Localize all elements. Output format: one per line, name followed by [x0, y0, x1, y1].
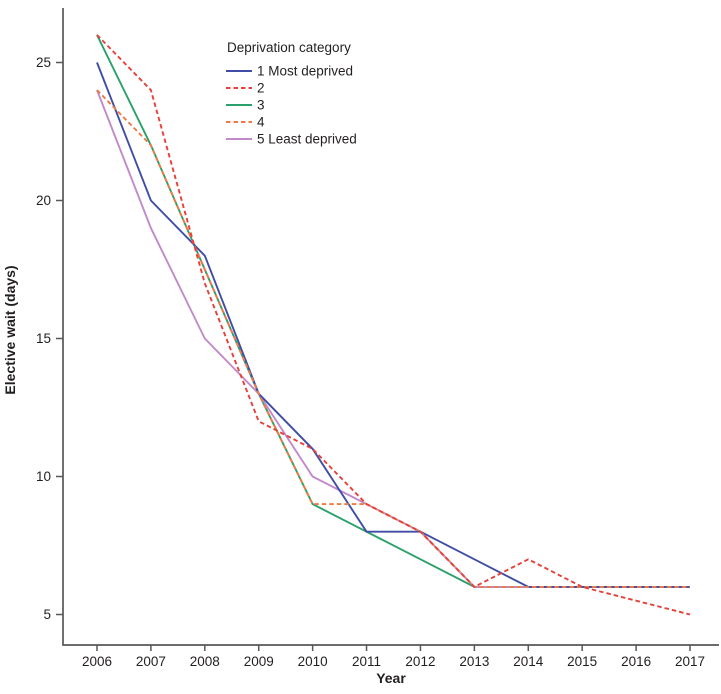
y-axis-title: Elective wait (days) — [2, 265, 18, 394]
legend-label-1: 1 Most deprived — [257, 64, 353, 79]
x-axis-tick-label: 2012 — [405, 654, 435, 669]
series-line-4 — [96, 89, 690, 588]
series-line-3 — [96, 34, 690, 588]
x-axis-tick-label: 2009 — [244, 654, 274, 669]
y-axis-tick-label: 25 — [36, 55, 51, 70]
y-axis-tick-label: 15 — [36, 331, 51, 346]
legend-title: Deprivation category — [227, 40, 351, 55]
x-axis-tick-label: 2006 — [82, 654, 112, 669]
y-axis-tick-label: 10 — [36, 469, 51, 484]
legend-label-5: 5 Least deprived — [257, 132, 357, 147]
legend-label-4: 4 — [257, 115, 265, 130]
x-axis-tick-label: 2017 — [675, 654, 705, 669]
x-axis-tick-label: 2014 — [513, 654, 544, 669]
series-line-2 — [96, 34, 691, 616]
x-axis-tick-label: 2015 — [567, 654, 597, 669]
legend-label-2: 2 — [257, 81, 265, 96]
y-axis-tick-label: 5 — [43, 607, 51, 622]
x-axis-tick-label: 2011 — [352, 654, 381, 669]
series-line-1 — [96, 62, 690, 588]
x-axis-tick-label: 2016 — [621, 654, 651, 669]
axis-spines — [62, 8, 719, 646]
x-axis-tick-label: 2007 — [136, 654, 166, 669]
x-axis-title: Year — [376, 670, 406, 686]
series-line-5 — [96, 89, 690, 588]
x-axis-tick-label: 2010 — [298, 654, 328, 669]
x-axis-tick-label: 2013 — [459, 654, 489, 669]
x-axis-tick-label: 2008 — [190, 654, 220, 669]
y-axis-tick-label: 20 — [36, 193, 51, 208]
legend-label-3: 3 — [257, 98, 265, 113]
